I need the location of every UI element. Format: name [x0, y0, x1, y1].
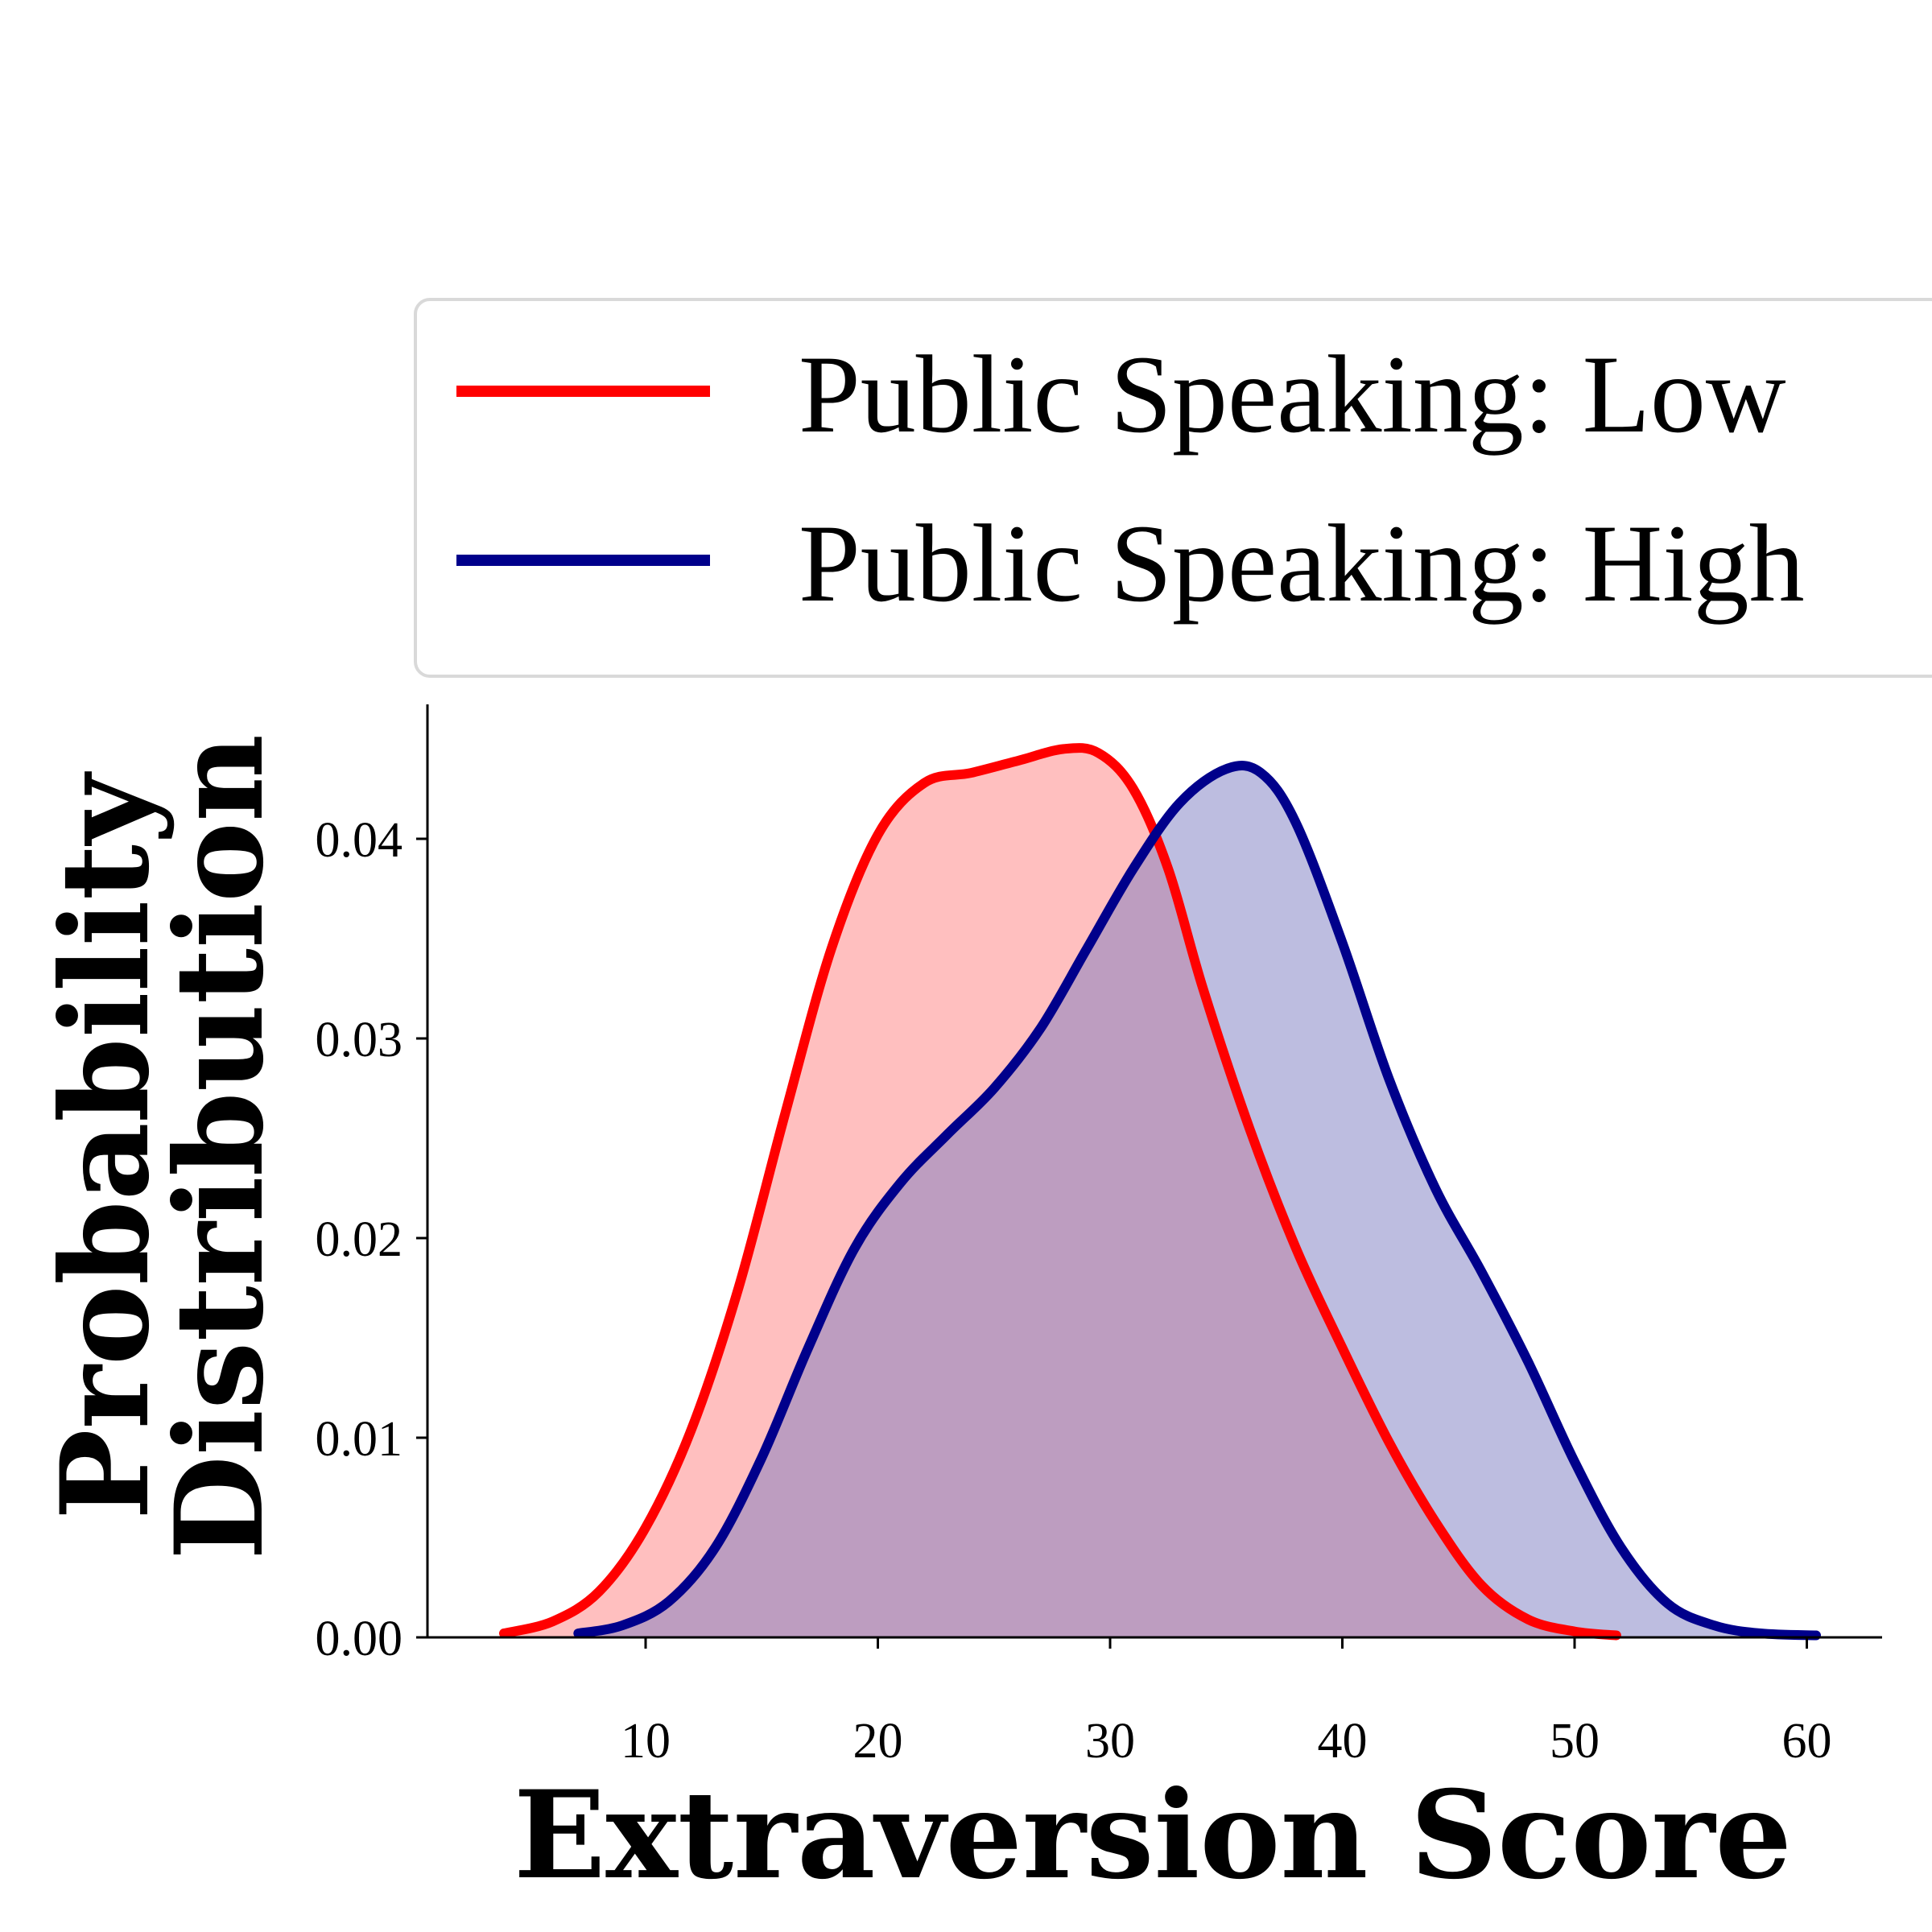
y-tick-label: 0.04: [316, 813, 403, 868]
x-ticks: 10 20 30 40 50 60: [621, 1637, 1832, 1769]
x-tick-label: 10: [621, 1714, 671, 1769]
legend-label-low: Public Speaking: Low: [799, 332, 1786, 456]
series-line-1: [573, 761, 1821, 1641]
legend-label-high: Public Speaking: High: [799, 502, 1805, 625]
y-axis-title-group: Probability: [35, 771, 176, 1520]
y-tick-label: 0.01: [316, 1412, 403, 1467]
x-tick-label: 20: [853, 1714, 903, 1769]
y-axis-title-line-2: Distribution: [149, 734, 291, 1560]
series-line-0: [499, 743, 1621, 1641]
x-axis-title: Extraversion Score: [514, 1765, 1792, 1906]
y-tick-label: 0.03: [316, 1013, 403, 1067]
legend-box: [414, 298, 1932, 678]
y-axis-title-group-2: Distribution: [149, 734, 291, 1560]
x-tick-label: 40: [1318, 1714, 1368, 1769]
y-tick-label: 0.02: [316, 1212, 403, 1267]
legend: Public Speaking: Low Public Speaking: Hi…: [414, 298, 1932, 678]
plot-fills: [504, 748, 1816, 1638]
y-tick-label: 0.00: [316, 1612, 403, 1666]
x-tick-label: 50: [1550, 1714, 1600, 1769]
series-fill-1: [578, 766, 1816, 1638]
y-axis-title-line-1: Probability: [35, 771, 176, 1520]
x-tick-label: 30: [1085, 1714, 1135, 1769]
plot-lines: [499, 743, 1821, 1641]
x-tick-label: 60: [1782, 1714, 1832, 1769]
y-ticks: 0.00 0.01 0.02 0.03 0.04: [316, 813, 427, 1666]
